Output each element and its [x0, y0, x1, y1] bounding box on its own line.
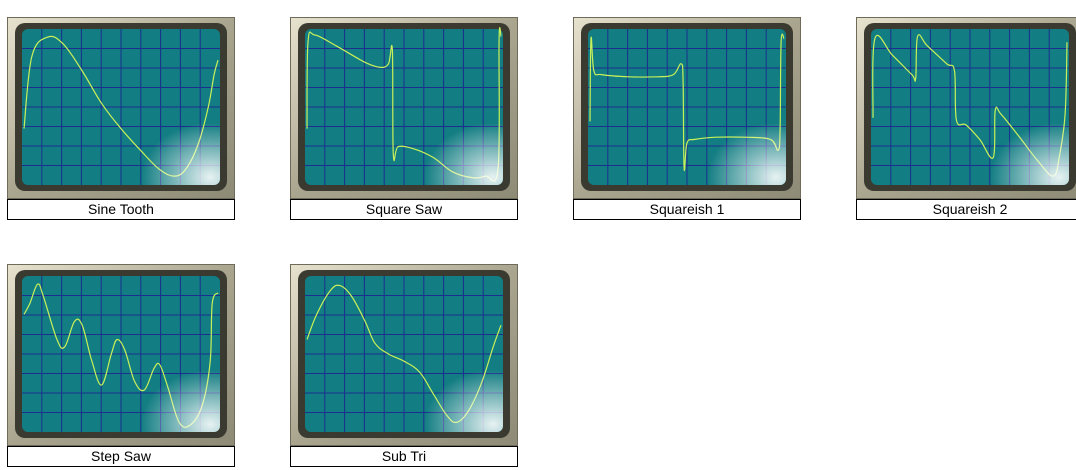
waveform-tile[interactable]: Squareish 1 — [573, 17, 801, 220]
waveform-tile[interactable]: Sub Tri — [290, 264, 518, 467]
oscilloscope-preview — [7, 264, 235, 446]
waveform-label: Step Saw — [7, 446, 235, 467]
oscilloscope-preview — [573, 17, 801, 199]
waveform-label: Sine Tooth — [7, 199, 235, 220]
waveform-tile[interactable]: Step Saw — [7, 264, 235, 467]
waveform-label: Squareish 2 — [856, 199, 1076, 220]
waveform-label: Squareish 1 — [573, 199, 801, 220]
waveform-tile[interactable]: Squareish 2 — [856, 17, 1076, 220]
oscilloscope-preview — [856, 17, 1076, 199]
oscilloscope-preview — [290, 264, 518, 446]
waveform-label: Sub Tri — [290, 446, 518, 467]
oscilloscope-preview — [7, 17, 235, 199]
waveform-tile[interactable]: Square Saw — [290, 17, 518, 220]
waveform-label: Square Saw — [290, 199, 518, 220]
waveform-tile[interactable]: Sine Tooth — [7, 17, 235, 220]
oscilloscope-preview — [290, 17, 518, 199]
